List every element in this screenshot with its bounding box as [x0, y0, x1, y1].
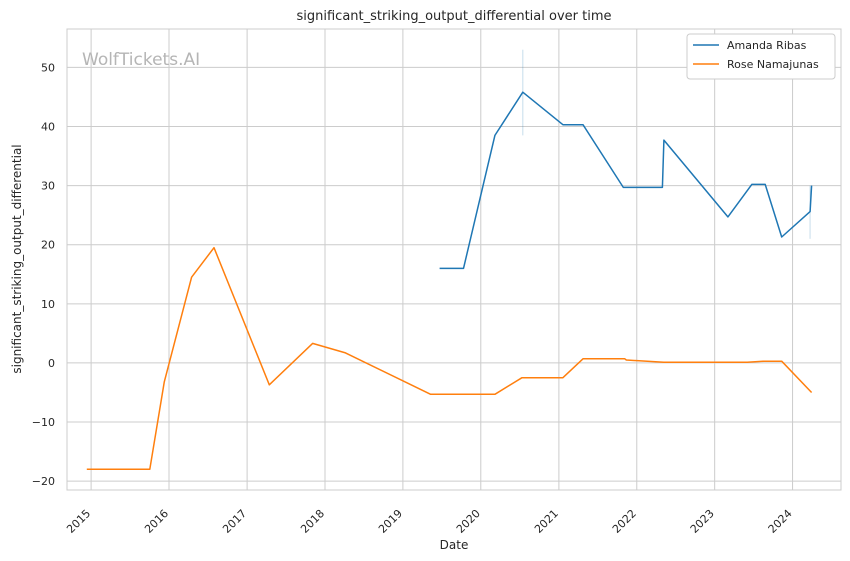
legend-label: Rose Namajunas	[727, 58, 819, 71]
legend: Amanda Ribas Rose Namajunas	[686, 33, 836, 80]
watermark: WolfTickets.AI	[82, 50, 200, 70]
x-axis-label: Date	[440, 538, 469, 552]
legend-box	[686, 33, 836, 80]
y-tick-label: 10	[41, 298, 55, 311]
y-tick-label: −10	[32, 416, 55, 429]
legend-label: Amanda Ribas	[727, 39, 807, 52]
y-tick-label: 50	[41, 61, 55, 74]
plot-frame	[66, 28, 842, 491]
y-tick-label: 40	[41, 121, 55, 134]
series-line-rose-namajunas	[86, 246, 813, 471]
y-tick-label: −20	[32, 475, 55, 488]
chart-title: significant_striking_output_differential…	[297, 9, 612, 24]
y-tick-label: 30	[41, 180, 55, 193]
series-line-amanda-ribas	[439, 91, 813, 270]
y-tick-label: 0	[48, 357, 55, 370]
series-lines	[86, 91, 813, 471]
y-tick-label: 20	[41, 239, 55, 252]
y-axis-label: significant_striking_output_differential	[10, 144, 24, 373]
